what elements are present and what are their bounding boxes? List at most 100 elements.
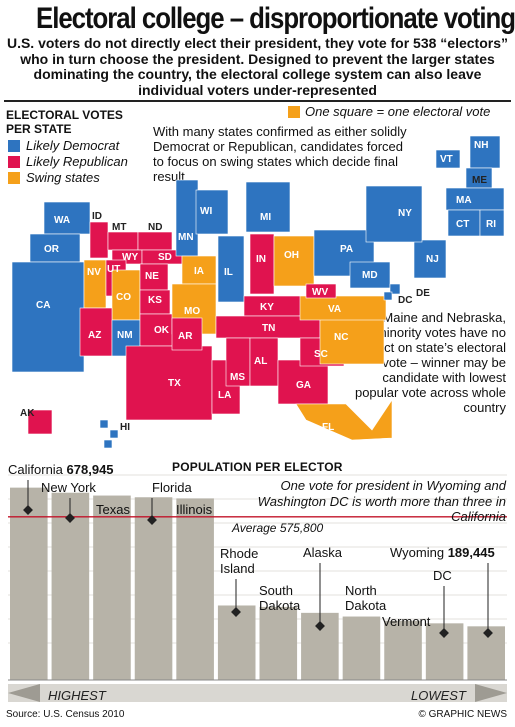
source: Source: U.S. Census 2010: [6, 709, 125, 720]
state-va: [299, 295, 387, 321]
label-wy: WY: [122, 252, 138, 263]
pointer-diamond: [231, 607, 241, 617]
category-label: Wyoming 189,445: [390, 545, 495, 560]
pointer-diamond: [315, 621, 325, 631]
state-wv: [305, 283, 337, 299]
label-ct: CT: [456, 219, 469, 230]
category-label: North Dakota: [345, 583, 387, 613]
label-ma: MA: [456, 195, 472, 206]
state-ky: [243, 295, 307, 317]
state-ma: [445, 187, 505, 211]
label-ca: CA: [36, 300, 50, 311]
state-wa: [43, 201, 91, 235]
state-ak: [27, 409, 53, 435]
pointer-diamond: [483, 628, 493, 638]
legend-swing: Swing states: [8, 170, 100, 185]
electoral-map: [11, 135, 505, 449]
bar-north-dakota: [342, 616, 381, 680]
subtitle: U.S. voters do not directly elect their …: [6, 35, 509, 98]
highest-label: HIGHEST: [48, 688, 106, 703]
legend-title: ELECTORAL VOTES PER STATE: [6, 108, 123, 136]
label-ia: IA: [194, 266, 204, 277]
label-nm: NM: [117, 330, 133, 341]
bar-illinois: [176, 498, 214, 680]
state-ks: [139, 289, 171, 315]
legend-democrat: Likely Democrat: [8, 138, 119, 153]
left-arrow-icon: [8, 684, 40, 702]
label-ks: KS: [148, 295, 162, 306]
label-mn: MN: [178, 232, 194, 243]
state-wi: [195, 189, 229, 235]
lowest-label: LOWEST: [411, 688, 466, 703]
bar-south-dakota: [259, 606, 298, 680]
state-ny: [365, 185, 423, 243]
state-ca: [11, 261, 85, 373]
state-fl: [295, 399, 393, 441]
category-label: South Dakota: [259, 583, 301, 613]
label-il: IL: [224, 267, 233, 278]
label-va: VA: [328, 304, 341, 315]
pointer-diamond: [147, 515, 157, 525]
label-me: NH: [474, 140, 488, 151]
label-ny: NY: [398, 208, 412, 219]
bar-new-york: [51, 492, 90, 680]
arrow-band: [8, 684, 507, 702]
label-ak: AK: [20, 408, 35, 419]
state-labels: WA OR CA ID MT ND WY SD NV UT CO NE KS A…: [20, 140, 496, 433]
label-or: OR: [44, 244, 60, 255]
category-label: Rhode Island: [220, 546, 258, 576]
bar-vermont: [384, 620, 422, 680]
label-wv: WV: [312, 287, 328, 298]
state-co: [111, 269, 141, 321]
bar-california: [10, 487, 48, 680]
bar-florida: [134, 497, 173, 680]
state-ga: [277, 359, 329, 405]
label-ne: NE: [145, 271, 159, 282]
state-ar: [171, 317, 203, 351]
category-label: Texas: [96, 502, 130, 517]
average-label: Average 575,800: [232, 521, 324, 535]
label-ar: AR: [178, 331, 193, 342]
label-nc: NC: [334, 332, 348, 343]
label-nj: NJ: [426, 254, 439, 265]
label-pa: PA: [340, 244, 353, 255]
map-note: With many states confirmed as either sol…: [153, 124, 407, 184]
label-co: CO: [116, 292, 131, 303]
democrat-swatch: [8, 139, 20, 152]
label-sc: SC: [314, 349, 328, 360]
label-tx: TX: [168, 378, 181, 389]
label-dc: DC: [398, 295, 412, 306]
category-label: Illinois: [176, 502, 213, 517]
state-ne: [139, 263, 169, 291]
state-ri: [479, 209, 505, 237]
label-mo: MO: [184, 306, 200, 317]
state-mn: [175, 179, 199, 257]
state-az: [79, 307, 113, 357]
square-swatch: [288, 105, 300, 118]
state-nj: [413, 239, 447, 279]
label-ri: RI: [486, 219, 496, 230]
state-vt: [435, 149, 461, 169]
divider: [4, 100, 511, 102]
label-wa: WA: [54, 215, 70, 226]
label-fl: FL: [322, 422, 334, 433]
label-al: AL: [254, 356, 267, 367]
legend-label: Swing states: [26, 170, 100, 185]
bar-texas: [93, 495, 131, 680]
right-arrow-icon: [475, 684, 507, 702]
label-ky: KY: [260, 302, 274, 313]
state-hi-3: [103, 439, 113, 449]
pointer-diamond: [65, 513, 75, 523]
label-tn: TN: [262, 323, 275, 334]
legend-label: Likely Republican: [26, 154, 128, 169]
state-nc: [319, 315, 385, 365]
credit: © GRAPHIC NEWS: [418, 709, 508, 720]
label-mi: MI: [260, 212, 271, 223]
label-wi: WI: [200, 206, 212, 217]
label-in: IN: [256, 254, 266, 265]
label-vt: VT: [440, 154, 453, 165]
page-title: Electoral college – disproportionate vot…: [36, 2, 515, 35]
one-square-key: One square = one electoral vote: [288, 104, 490, 119]
